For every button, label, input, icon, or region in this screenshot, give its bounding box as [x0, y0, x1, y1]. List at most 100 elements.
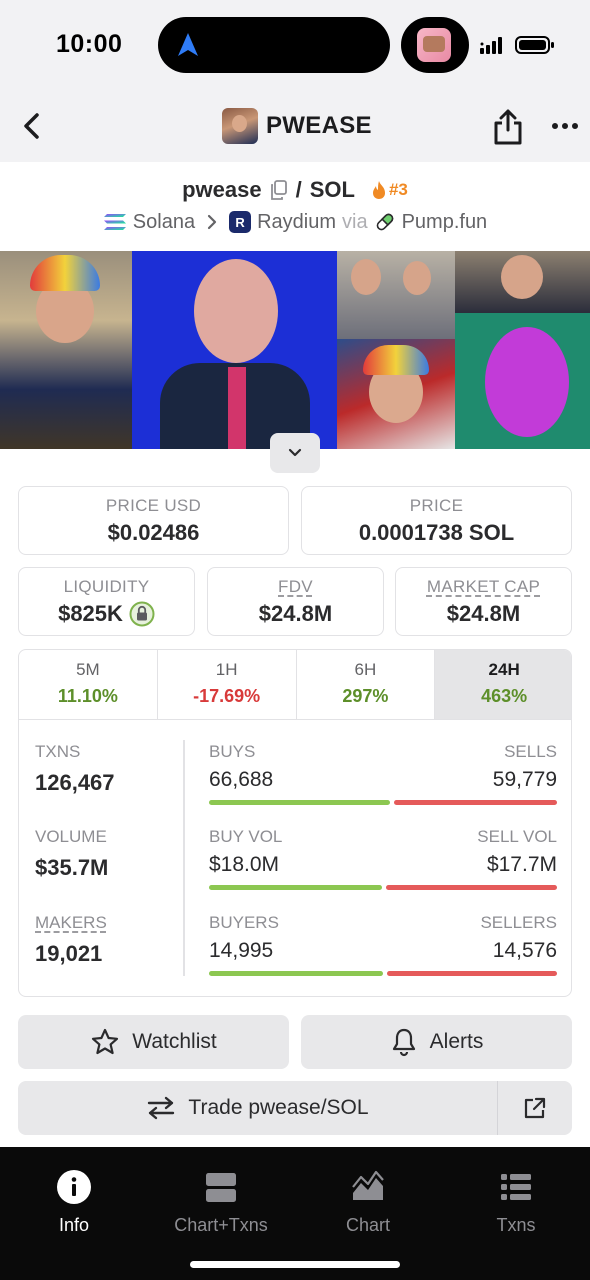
buyers-sellers-stat: BUYERS SELLERS 14,995 14,576	[209, 913, 557, 976]
dynamic-island-app	[401, 17, 469, 73]
watchlist-button[interactable]: Watchlist	[18, 1015, 289, 1069]
area-chart-icon	[352, 1170, 384, 1200]
buys-sells-stat: BUYS SELLS 66,688 59,779	[209, 742, 557, 805]
tab-6h[interactable]: 6H 297%	[297, 650, 436, 719]
token-avatar	[222, 108, 258, 144]
price-usd-card: PRICE USD $0.02486	[18, 486, 289, 555]
via-label: via	[342, 210, 368, 233]
sell-vol-label: SELL VOL	[477, 827, 557, 846]
nav-chart-txns[interactable]: Chart+Txns	[161, 1169, 281, 1236]
buy-bar	[209, 971, 383, 976]
external-link-icon	[524, 1097, 546, 1119]
buy-bar	[209, 885, 382, 890]
chevron-right-icon	[207, 214, 217, 230]
market-cap-card[interactable]: MARKET CAP $24.8M	[395, 567, 572, 636]
buyers-label: BUYERS	[209, 913, 279, 932]
alerts-button[interactable]: Alerts	[301, 1015, 572, 1069]
tab-5m[interactable]: 5M 11.10%	[19, 650, 158, 719]
expand-banner-button[interactable]	[270, 433, 320, 473]
liquidity-label: LIQUIDITY	[63, 577, 150, 596]
pair-row: pwease / SOL #3	[0, 172, 590, 208]
dex-name[interactable]: Raydium	[257, 210, 336, 233]
lock-icon[interactable]	[129, 601, 155, 627]
dynamic-island	[158, 17, 390, 73]
navigation-arrow-icon	[178, 33, 198, 56]
market-cap-label: MARKET CAP	[426, 577, 541, 596]
buyers-value: 14,995	[209, 939, 274, 962]
bell-icon	[392, 1028, 415, 1057]
price-usd-value: $0.02486	[107, 520, 200, 545]
trade-button[interactable]: Trade pwease/SOL	[18, 1081, 572, 1135]
txns-label: TXNS	[35, 742, 81, 761]
buys-value: 66,688	[209, 768, 274, 791]
status-bar: 10:00	[0, 0, 590, 90]
more-options-icon[interactable]	[548, 114, 582, 138]
chevron-left-icon	[24, 113, 39, 139]
cellular-signal-icon	[480, 37, 502, 54]
banner-photo-1	[0, 251, 132, 449]
sell-bar	[394, 800, 557, 805]
header-title: PWEASE	[222, 106, 372, 146]
banner-photo-5	[455, 251, 590, 313]
copy-icon[interactable]	[270, 180, 288, 200]
banner-photo-2	[132, 251, 337, 449]
nav-info[interactable]: Info	[14, 1169, 134, 1236]
battery-icon	[515, 36, 554, 54]
price-native-label: PRICE	[409, 496, 464, 515]
tab-1h[interactable]: 1H -17.69%	[158, 650, 297, 719]
token-symbol: PWEASE	[266, 112, 372, 139]
trade-external-button[interactable]	[497, 1081, 572, 1135]
trade-label: Trade pwease/SOL	[188, 1096, 369, 1119]
info-icon	[57, 1170, 91, 1204]
raydium-icon: R	[229, 211, 252, 233]
split-view-icon	[206, 1173, 236, 1202]
tab-label: 6H	[354, 660, 377, 679]
liquidity-value: $825K	[58, 601, 123, 626]
sells-label: SELLS	[504, 742, 557, 761]
nav-txns[interactable]: Txns	[456, 1169, 576, 1236]
swap-arrows-icon	[148, 1096, 175, 1120]
nav-label: Chart	[345, 1215, 390, 1235]
fire-icon	[372, 181, 385, 199]
sells-value: 59,779	[492, 768, 557, 791]
solana-icon	[103, 214, 126, 230]
app-thumbnail-icon	[417, 28, 451, 62]
nav-chart[interactable]: Chart	[308, 1169, 428, 1236]
token-banner-image	[0, 251, 590, 449]
pair-quote-token: SOL	[309, 177, 355, 202]
sellers-label: SELLERS	[480, 913, 557, 932]
sell-vol-value: $17.7M	[486, 853, 557, 876]
pair-base-token: pwease	[182, 177, 262, 202]
launchpad-name[interactable]: Pump.fun	[401, 210, 488, 233]
sellers-value: 14,576	[492, 939, 557, 962]
buys-label: BUYS	[209, 742, 256, 761]
tab-change-value: 297%	[342, 686, 389, 706]
buy-vol-value: $18.0M	[209, 853, 280, 876]
volume-label: VOLUME	[35, 827, 107, 846]
chain-name[interactable]: Solana	[132, 210, 196, 233]
buy-bar	[209, 800, 390, 805]
watchlist-label: Watchlist	[132, 1030, 217, 1053]
tab-24h[interactable]: 24H 463%	[435, 650, 571, 719]
price-usd-label: PRICE USD	[105, 496, 202, 515]
back-button[interactable]	[16, 108, 46, 144]
bottom-navigation: Info Chart+Txns Chart Txns	[0, 1147, 590, 1280]
tab-label: 1H	[215, 660, 238, 679]
rank-value: #3	[388, 180, 408, 199]
txns-value: 126,467	[35, 770, 115, 795]
trending-rank[interactable]: #3	[371, 180, 408, 200]
makers-stat[interactable]: MAKERS 19,021	[35, 913, 107, 967]
banner-photo-6	[455, 313, 590, 449]
list-icon	[501, 1174, 531, 1200]
chain-row: Solana R Raydium via Pump.fun	[0, 206, 590, 238]
tab-change-value: 11.10%	[57, 686, 118, 706]
makers-value: 19,021	[35, 941, 103, 966]
tab-label: 5M	[76, 660, 100, 679]
status-time: 10:00	[56, 30, 123, 58]
nav-label: Chart+Txns	[174, 1215, 268, 1235]
share-icon[interactable]	[492, 108, 524, 146]
makers-label: MAKERS	[35, 913, 107, 932]
fdv-card[interactable]: FDV $24.8M	[207, 567, 384, 636]
stats-divider	[183, 740, 185, 976]
pill-icon	[376, 213, 393, 231]
